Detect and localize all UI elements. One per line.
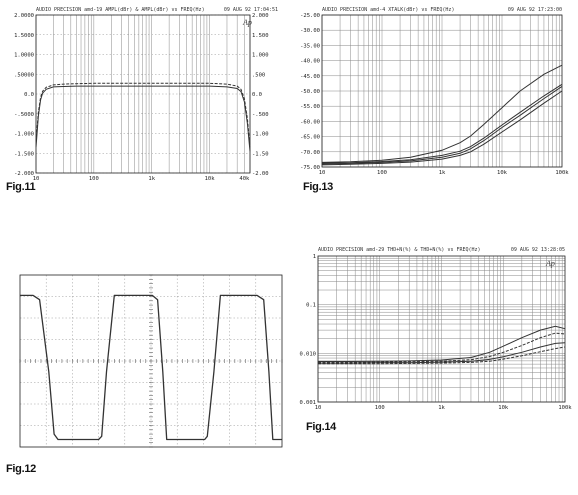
fig13-y-tick-label: -35.00 <box>300 43 320 49</box>
fig14-plot-frame <box>317 255 566 403</box>
fig11-y2-tick-label: -.500 <box>252 112 269 118</box>
fig14-y-tick-label: 1 <box>313 254 316 260</box>
fig12-oscillogram <box>19 274 283 448</box>
fig13-y-tick-label: -65.00 <box>300 135 320 141</box>
fig13-x-tick-label: 100 <box>377 170 387 176</box>
fig12-grid <box>19 274 283 448</box>
fig14-header-left: AUDIO PRECISION amd-29 THD+N(%) & THD+N(… <box>318 247 481 253</box>
fig11-series-line-1 <box>35 85 251 152</box>
fig14-caption: Fig.14 <box>306 421 336 433</box>
fig11-caption: Fig.11 <box>6 181 36 193</box>
fig11-y2-tick-label: .500 <box>252 72 265 78</box>
fig11-y-tick-label: -.5000 <box>14 112 34 118</box>
fig14-x-tick-label: 10k <box>498 405 509 411</box>
fig13-series-line-2 <box>321 85 563 165</box>
fig11-series-line-2 <box>35 82 251 148</box>
fig13-y-tick-label: -30.00 <box>300 28 320 34</box>
fig13-series-line-4 <box>321 90 563 166</box>
fig14-series-line-2 <box>318 332 566 363</box>
fig14-y-tick-labels: 1 0.1 0.010 0.001 <box>299 254 316 406</box>
fig13-x-tick-label: 1k <box>439 170 446 176</box>
fig11-x-tick-label: 100 <box>89 176 99 182</box>
fig11-x-tick-label: 40k <box>239 176 250 182</box>
fig14-series-lines <box>318 325 566 365</box>
fig13-y-tick-label: -25.00 <box>300 13 320 19</box>
fig11-x-tick-label: 10 <box>33 176 40 182</box>
fig11-y2-tick-label: 0.0 <box>252 92 262 98</box>
fig11-y-tick-label: 0.0 <box>24 92 34 98</box>
fig14-series-line-3 <box>318 342 566 364</box>
fig11-y2-tick-label: 1.000 <box>252 53 269 59</box>
fig11-series-lines <box>35 82 251 152</box>
fig11-y-tick-label: .50000 <box>14 72 34 78</box>
fig14-y-tick-label: 0.010 <box>299 351 316 357</box>
fig13-grid <box>321 14 562 168</box>
fig14-x-tick-label: 100k <box>558 405 572 411</box>
fig14-grid <box>317 256 565 403</box>
fig13-x-tick-label: 10k <box>497 170 508 176</box>
fig11-header-right: 09 AUG 92 17:04:51 <box>224 7 278 13</box>
fig11-y2-tick-label: -1.50 <box>252 151 269 157</box>
fig13-caption: Fig.13 <box>303 181 333 193</box>
fig13-y-tick-label: -40.00 <box>300 59 320 65</box>
fig13-y-tick-label: -70.00 <box>300 150 320 156</box>
fig11-grid <box>35 14 251 174</box>
fig14-header-right: 09 AUG 92 13:28:05 <box>511 247 565 253</box>
fig14-y-tick-label: 0.1 <box>306 303 316 309</box>
fig13-y-tick-label: -75.00 <box>300 165 320 171</box>
fig14-series-line-1 <box>318 325 566 362</box>
fig13-x-tick-label: 100k <box>555 170 569 176</box>
fig11-y-tick-label: -1.000 <box>14 132 34 138</box>
fig13-header-right: 09 AUG 92 17:23:00 <box>508 7 562 13</box>
fig11-header-left: AUDIO PRECISION amd-19 AMPL(dBr) & AMPL(… <box>36 7 205 13</box>
fig13-series-line-3 <box>321 83 563 164</box>
fig13-y-tick-label: -55.00 <box>300 104 320 110</box>
fig13-chart: AUDIO PRECISION amd-4 XTALK(dBr) vs FREQ… <box>300 7 570 176</box>
fig14-y-tick-label: 0.001 <box>299 400 316 406</box>
fig11-ap-logo: Ap <box>242 18 252 27</box>
fig14-series-line-4 <box>318 346 566 365</box>
fig13-x-tick-labels: 10 100 1k 10k 100k <box>319 170 570 176</box>
fig13-header-left: AUDIO PRECISION amd-4 XTALK(dBr) vs FREQ… <box>322 7 454 13</box>
fig13-x-tick-label: 10 <box>319 170 326 176</box>
fig13-y-tick-label: -60.00 <box>300 119 320 125</box>
fig11-x-tick-label: 10k <box>205 176 216 182</box>
fig13-series-lines <box>321 64 563 166</box>
fig14-chart: AUDIO PRECISION amd-29 THD+N(%) & THD+N(… <box>299 247 573 411</box>
fig14-ap-logo: Ap <box>545 259 555 268</box>
fig11-chart: AUDIO PRECISION amd-19 AMPL(dBr) & AMPL(… <box>14 7 278 182</box>
fig13-series-line-1 <box>321 64 563 163</box>
fig14-x-tick-label: 10 <box>315 405 322 411</box>
fig11-y-tick-label: -2.000 <box>14 171 34 177</box>
fig12-caption: Fig.12 <box>6 463 36 475</box>
fig11-y-tick-labels: 2.0000 1.5000 1.0000 .50000 0.0 -.5000 -1.000 -… <box>14 13 34 177</box>
fig12-trace <box>20 294 282 441</box>
fig11-y-tick-label: 1.5000 <box>14 33 34 39</box>
fig11-y-tick-label: 1.0000 <box>14 53 34 59</box>
fig14-x-tick-label: 100 <box>375 405 385 411</box>
fig11-y2-tick-label: -1.00 <box>252 132 269 138</box>
fig11-plot-frame <box>35 14 251 174</box>
fig11-y2-tick-labels: 2.000 1.500 1.000 .500 0.0 -.500 -1.00 -1.50 -2.… <box>252 13 269 177</box>
fig12-screen-frame <box>19 274 283 448</box>
fig11-x-tick-label: 1k <box>148 176 155 182</box>
fig11-y2-tick-label: 2.000 <box>252 13 269 19</box>
fig11-y2-tick-label: 1.500 <box>252 33 269 39</box>
fig13-y-tick-labels: -25.00 -30.00 -35.00 -40.00 -45.00 -50.00 -55.… <box>300 13 320 171</box>
fig13-y-tick-label: -50.00 <box>300 89 320 95</box>
fig14-x-tick-label: 1k <box>438 405 445 411</box>
fig11-y2-tick-label: -2.00 <box>252 171 269 177</box>
fig11-y-tick-label: -1.500 <box>14 151 34 157</box>
fig14-x-tick-labels: 10 100 1k 10k 100k <box>315 405 573 411</box>
fig13-y-tick-label: -45.00 <box>300 74 320 80</box>
fig11-x-tick-labels: 10 100 1k 10k 40k <box>33 176 250 182</box>
fig12-trace-line-1 <box>20 294 282 441</box>
fig11-y-tick-label: 2.0000 <box>14 13 34 19</box>
